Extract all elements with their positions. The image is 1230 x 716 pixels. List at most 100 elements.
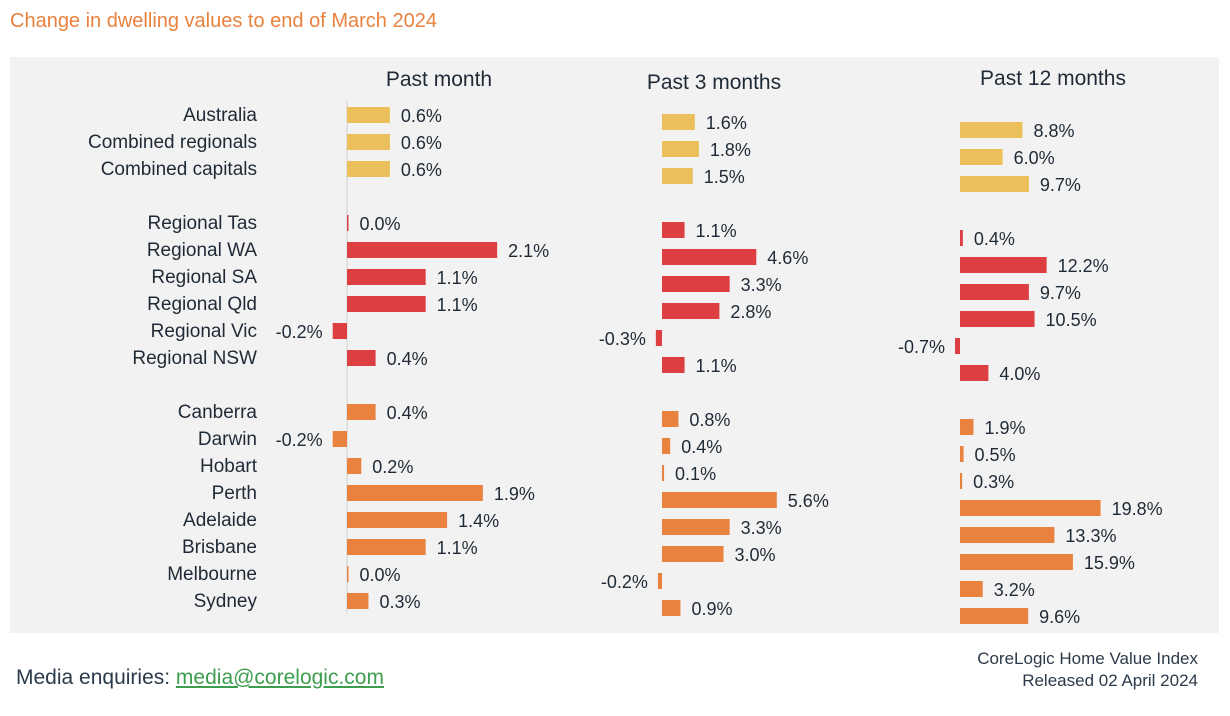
- bar-past-month-hobart: [347, 458, 362, 474]
- category-label-regional-qld: Regional Qld: [147, 294, 257, 315]
- data-label-past-12-months-sydney: 9.6%: [1039, 607, 1080, 627]
- bar-past-3-months-combined-capitals: [662, 168, 693, 184]
- category-label-hobart: Hobart: [200, 456, 258, 477]
- data-label-past-12-months-combined-regionals: 6.0%: [1014, 148, 1055, 168]
- bar-past-month-sydney: [347, 593, 369, 609]
- bar-past-3-months-combined-regionals: [662, 141, 699, 157]
- bar-past-3-months-adelaide: [662, 519, 730, 535]
- series-title-past-month: Past month: [386, 68, 492, 91]
- data-label-past-3-months-regional-wa: 4.6%: [767, 248, 808, 268]
- bar-past-month-darwin: [332, 431, 347, 447]
- bar-past-12-months-adelaide: [960, 527, 1055, 543]
- bar-past-12-months-combined-capitals: [960, 176, 1029, 192]
- bar-past-3-months-darwin: [662, 438, 671, 454]
- bar-past-month-regional-qld: [347, 296, 426, 312]
- media-enquiries-label: Media enquiries:: [16, 666, 176, 689]
- bar-past-12-months-regional-nsw: [960, 365, 989, 381]
- data-label-past-month-combined-regionals: 0.6%: [401, 133, 442, 153]
- bar-past-3-months-regional-vic: [655, 330, 662, 346]
- bar-past-12-months-regional-qld: [960, 311, 1035, 327]
- category-label-regional-nsw: Regional NSW: [132, 348, 257, 369]
- category-label-regional-tas: Regional Tas: [147, 213, 257, 234]
- bar-past-12-months-regional-tas: [960, 230, 963, 246]
- data-label-past-3-months-regional-vic: -0.3%: [599, 329, 646, 349]
- data-label-past-12-months-regional-tas: 0.4%: [974, 229, 1015, 249]
- series-title-past-12-months: Past 12 months: [980, 67, 1126, 90]
- bar-past-month-regional-sa: [347, 269, 426, 285]
- category-label-regional-sa: Regional SA: [151, 267, 257, 288]
- data-label-past-month-perth: 1.9%: [494, 484, 535, 504]
- data-label-past-3-months-hobart: 0.1%: [675, 464, 716, 484]
- category-label-combined-capitals: Combined capitals: [101, 159, 257, 180]
- data-label-past-3-months-brisbane: 3.0%: [735, 545, 776, 565]
- category-label-sydney: Sydney: [194, 591, 258, 612]
- data-label-past-month-canberra: 0.4%: [387, 403, 428, 423]
- data-label-past-month-regional-qld: 1.1%: [437, 295, 478, 315]
- data-label-past-month-regional-vic: -0.2%: [276, 322, 323, 342]
- data-label-past-3-months-adelaide: 3.3%: [741, 518, 782, 538]
- bar-past-12-months-canberra: [960, 419, 974, 435]
- data-label-past-12-months-adelaide: 13.3%: [1065, 526, 1116, 546]
- data-label-past-3-months-melbourne: -0.2%: [601, 572, 648, 592]
- category-label-regional-vic: Regional Vic: [151, 321, 257, 342]
- data-label-past-3-months-combined-regionals: 1.8%: [710, 140, 751, 160]
- bar-past-month-regional-tas: [347, 215, 349, 231]
- bar-past-12-months-hobart: [960, 473, 963, 489]
- data-label-past-3-months-canberra: 0.8%: [689, 410, 730, 430]
- bar-past-month-regional-vic: [332, 323, 347, 339]
- bar-past-3-months-australia: [662, 114, 695, 130]
- data-label-past-12-months-darwin: 0.5%: [975, 445, 1016, 465]
- bar-past-12-months-regional-wa: [960, 257, 1047, 273]
- data-label-past-12-months-hobart: 0.3%: [973, 472, 1014, 492]
- category-label-perth: Perth: [212, 483, 257, 504]
- bar-past-12-months-sydney: [960, 608, 1029, 624]
- data-label-past-month-regional-wa: 2.1%: [508, 241, 549, 261]
- data-label-past-month-australia: 0.6%: [401, 106, 442, 126]
- data-label-past-12-months-canberra: 1.9%: [984, 418, 1025, 438]
- category-label-regional-wa: Regional WA: [147, 240, 258, 261]
- data-label-past-month-combined-capitals: 0.6%: [401, 160, 442, 180]
- series-title-past-3-months: Past 3 months: [647, 71, 781, 94]
- bar-past-3-months-brisbane: [662, 546, 724, 562]
- bar-past-12-months-darwin: [960, 446, 964, 462]
- data-label-past-3-months-regional-tas: 1.1%: [696, 221, 737, 241]
- category-label-brisbane: Brisbane: [182, 537, 257, 558]
- data-label-past-month-sydney: 0.3%: [379, 592, 420, 612]
- data-label-past-3-months-regional-nsw: 1.1%: [696, 356, 737, 376]
- data-label-past-month-regional-sa: 1.1%: [437, 268, 478, 288]
- bar-past-3-months-melbourne: [657, 573, 662, 589]
- data-label-past-month-adelaide: 1.4%: [458, 511, 499, 531]
- dwelling-values-chart: Australia Combined regionals Combined capi…: [88, 67, 1163, 627]
- bar-past-12-months-regional-vic: [955, 338, 960, 354]
- category-label-australia: Australia: [183, 105, 257, 126]
- bar-past-3-months-regional-qld: [662, 303, 720, 319]
- data-label-past-3-months-regional-qld: 2.8%: [730, 302, 771, 322]
- chart-panel: Australia Combined regionals Combined capi…: [10, 57, 1219, 633]
- data-label-past-12-months-regional-nsw: 4.0%: [999, 364, 1040, 384]
- data-label-past-12-months-regional-qld: 10.5%: [1046, 310, 1097, 330]
- bar-past-month-regional-nsw: [347, 350, 376, 366]
- bar-past-3-months-perth: [662, 492, 777, 508]
- data-label-past-12-months-combined-capitals: 9.7%: [1040, 175, 1081, 195]
- data-label-past-3-months-sydney: 0.9%: [691, 599, 732, 619]
- source-line-1: CoreLogic Home Value Index: [977, 649, 1198, 668]
- bar-past-month-canberra: [347, 404, 376, 420]
- data-label-past-month-brisbane: 1.1%: [437, 538, 478, 558]
- bar-past-3-months-regional-nsw: [662, 357, 685, 373]
- chart-title: Change in dwelling values to end of Marc…: [10, 10, 437, 32]
- data-label-past-12-months-regional-vic: -0.7%: [898, 337, 945, 357]
- data-label-past-12-months-regional-sa: 9.7%: [1040, 283, 1081, 303]
- media-enquiries: Media enquiries: media@corelogic.com: [16, 666, 384, 690]
- data-label-past-12-months-brisbane: 15.9%: [1084, 553, 1135, 573]
- bar-past-month-perth: [347, 485, 483, 501]
- bar-past-3-months-canberra: [662, 411, 679, 427]
- data-label-past-12-months-melbourne: 3.2%: [994, 580, 1035, 600]
- data-label-past-month-hobart: 0.2%: [372, 457, 413, 477]
- bar-past-12-months-brisbane: [960, 554, 1073, 570]
- data-label-past-3-months-darwin: 0.4%: [681, 437, 722, 457]
- data-label-past-12-months-regional-wa: 12.2%: [1058, 256, 1109, 276]
- bar-past-3-months-regional-sa: [662, 276, 730, 292]
- bar-past-month-australia: [347, 107, 390, 123]
- media-email-link[interactable]: media@corelogic.com: [175, 666, 384, 689]
- category-label-canberra: Canberra: [178, 402, 258, 423]
